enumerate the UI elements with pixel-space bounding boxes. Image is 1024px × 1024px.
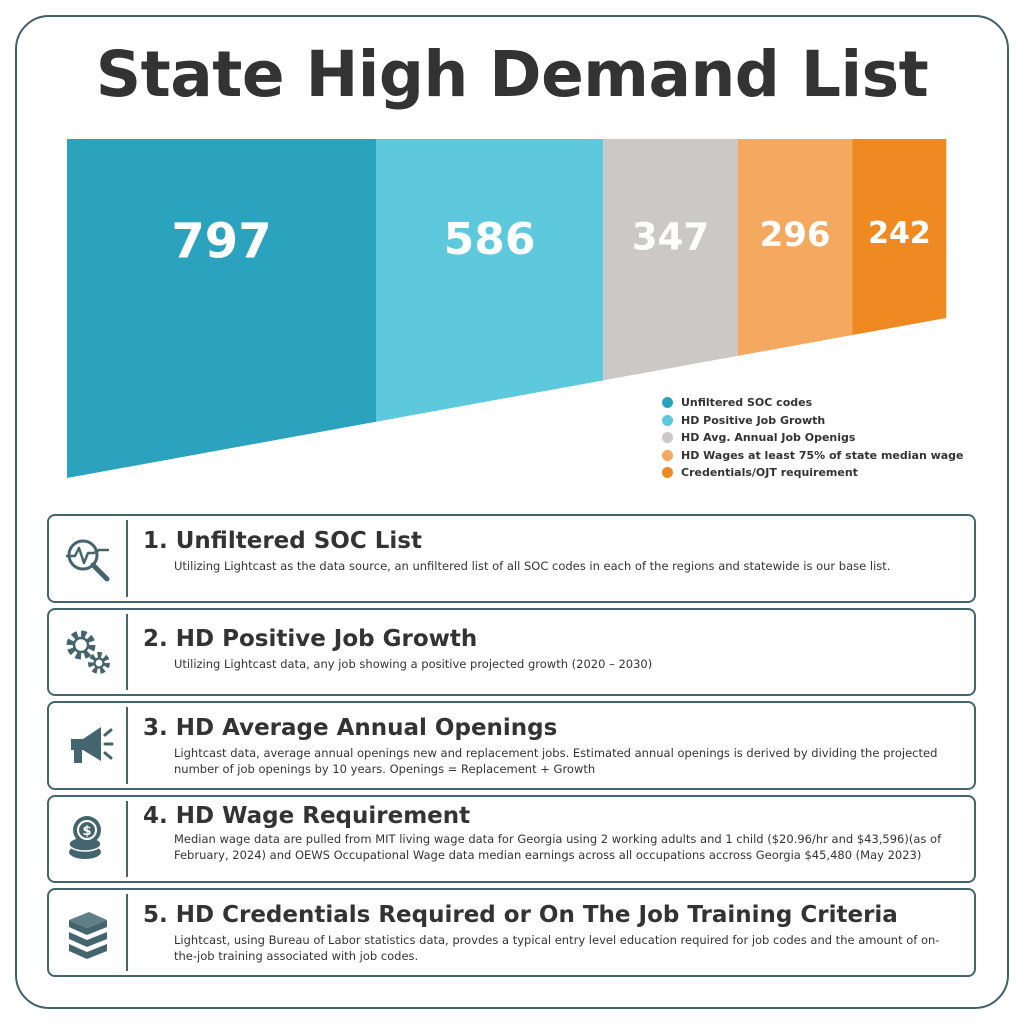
step-card-wage: $ 4. HD Wage Requirement Median wage dat…	[47, 795, 976, 883]
legend-swatch	[662, 449, 673, 461]
card-divider	[126, 520, 128, 597]
step-card-credentials: 5. HD Credentials Required or On The Job…	[47, 888, 976, 977]
step-title: 1. Unfiltered SOC List	[143, 528, 422, 554]
funnel-bar-1	[67, 139, 376, 478]
bar-value-label: 347	[632, 215, 709, 258]
bar-value-label: 586	[444, 214, 536, 265]
funnel-bar-3	[603, 139, 738, 381]
step-card-unfiltered-soc: 1. Unfiltered SOC List Utilizing Lightca…	[47, 514, 976, 603]
legend-label: Unfiltered SOC codes	[681, 396, 813, 410]
step-title: 4. HD Wage Requirement	[143, 803, 471, 829]
card-divider	[126, 614, 128, 690]
funnel-bar-5	[852, 139, 947, 336]
megaphone-icon	[61, 719, 115, 773]
step-description: Lightcast, using Bureau of Labor statist…	[174, 933, 940, 963]
legend-item: HD Avg. Annual Job Openigs	[662, 429, 964, 447]
legend-swatch	[662, 432, 673, 444]
step-title: 3. HD Average Annual Openings	[143, 715, 558, 741]
legend-label: HD Avg. Annual Job Openigs	[681, 431, 856, 445]
bar-value-label: 242	[868, 216, 931, 251]
legend-label: HD Positive Job Growth	[681, 413, 826, 427]
legend-label: HD Wages at least 75% of state median wa…	[681, 448, 964, 462]
step-description: Utilizing Lightcast data, any job showin…	[174, 657, 653, 671]
legend-item: Credentials/OJT requirement	[662, 464, 964, 482]
books-icon	[61, 906, 115, 960]
legend-swatch	[662, 467, 673, 479]
magnifier-chart-icon	[61, 532, 115, 586]
legend-item: Unfiltered SOC codes	[662, 394, 964, 412]
card-divider	[126, 801, 128, 877]
legend-label: Credentials/OJT requirement	[681, 466, 858, 480]
card-divider	[126, 707, 128, 784]
legend-swatch	[662, 397, 673, 409]
step-description: Median wage data are pulled from MIT liv…	[174, 832, 942, 862]
gears-icon	[61, 625, 115, 679]
step-card-annual-openings: 3. HD Average Annual Openings Lightcast …	[47, 701, 976, 790]
coins-icon: $	[61, 812, 115, 866]
bar-value-label: 296	[760, 215, 831, 255]
page-title: State High Demand List	[95, 38, 929, 111]
svg-text:$: $	[82, 824, 91, 839]
step-card-positive-growth: 2. HD Positive Job Growth Utilizing Ligh…	[47, 608, 976, 696]
step-title: 2. HD Positive Job Growth	[143, 626, 478, 652]
chart-legend: Unfiltered SOC codes HD Positive Job Gro…	[662, 394, 964, 482]
card-divider	[126, 894, 128, 971]
legend-swatch	[662, 414, 673, 426]
legend-item: HD Positive Job Growth	[662, 412, 964, 430]
funnel-bar-2	[376, 139, 604, 422]
funnel-chart: 797 586 347 296 242	[67, 139, 947, 478]
funnel-bar-4	[737, 139, 853, 356]
bar-value-label: 797	[171, 213, 271, 269]
step-description: Lightcast data, average annual openings …	[174, 746, 938, 776]
step-description: Utilizing Lightcast as the data source, …	[174, 559, 891, 573]
legend-item: HD Wages at least 75% of state median wa…	[662, 447, 964, 465]
step-title: 5. HD Credentials Required or On The Job…	[143, 902, 898, 928]
